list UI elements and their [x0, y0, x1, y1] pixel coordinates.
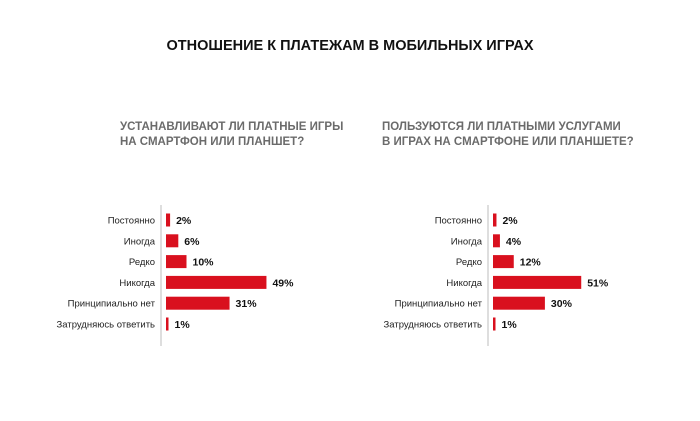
category-label: Принципиально нет	[68, 299, 156, 310]
bar	[166, 234, 179, 248]
value-label: 51%	[587, 277, 609, 289]
chart-1-title-line-1: УСТАНАВЛИВАЮТ ЛИ ПЛАТНЫЕ ИГРЫ	[120, 121, 344, 133]
category-label: Редко	[456, 257, 482, 268]
value-label: 12%	[520, 257, 542, 269]
bar	[166, 255, 187, 269]
bar	[493, 275, 582, 289]
value-label: 31%	[236, 298, 258, 310]
chart-1-title: УСТАНАВЛИВАЮТ ЛИ ПЛАТНЫЕ ИГРЫ НА СМАРТФО…	[120, 120, 343, 150]
chart-2-title-line-1: ПОЛЬЗУЮТСЯ ЛИ ПЛАТНЫМИ УСЛУГАМИ	[382, 121, 621, 133]
bar	[493, 255, 514, 269]
value-label: 49%	[272, 277, 294, 289]
value-label: 6%	[184, 236, 200, 248]
value-label: 4%	[506, 236, 522, 248]
category-label: Никогда	[446, 278, 482, 289]
page-title: ОТНОШЕНИЕ К ПЛАТЕЖАМ В МОБИЛЬНЫХ ИГРАХ	[166, 38, 534, 54]
category-label: Затрудняюсь ответить	[384, 320, 483, 331]
category-label: Постоянно	[108, 216, 155, 227]
bar	[166, 213, 171, 227]
bar	[166, 317, 169, 331]
bar	[166, 275, 267, 289]
value-label: 2%	[502, 215, 518, 227]
value-label: 2%	[176, 215, 192, 227]
value-label: 1%	[502, 319, 518, 331]
bar	[493, 317, 496, 331]
value-label: 30%	[551, 298, 573, 310]
bar	[493, 234, 500, 248]
chart-2-title: ПОЛЬЗУЮТСЯ ЛИ ПЛАТНЫМИ УСЛУГАМИ В ИГРАХ …	[382, 120, 634, 150]
chart-2-title-line-2: В ИГРАХ НА СМАРТФОНЕ ИЛИ ПЛАНШЕТЕ?	[382, 136, 634, 148]
category-label: Принципиально нет	[395, 299, 483, 310]
bar	[493, 213, 497, 227]
category-label: Иногда	[124, 236, 156, 247]
category-label: Постоянно	[435, 216, 482, 227]
category-label: Иногда	[451, 236, 483, 247]
value-label: 10%	[193, 257, 215, 269]
category-label: Никогда	[119, 278, 155, 289]
bar	[493, 296, 545, 310]
category-label: Затрудняюсь ответить	[57, 320, 156, 331]
chart-1-title-line-2: НА СМАРТФОН ИЛИ ПЛАНШЕТ?	[120, 136, 305, 148]
value-label: 1%	[175, 319, 191, 331]
bar	[166, 296, 230, 310]
category-label: Редко	[129, 257, 155, 268]
